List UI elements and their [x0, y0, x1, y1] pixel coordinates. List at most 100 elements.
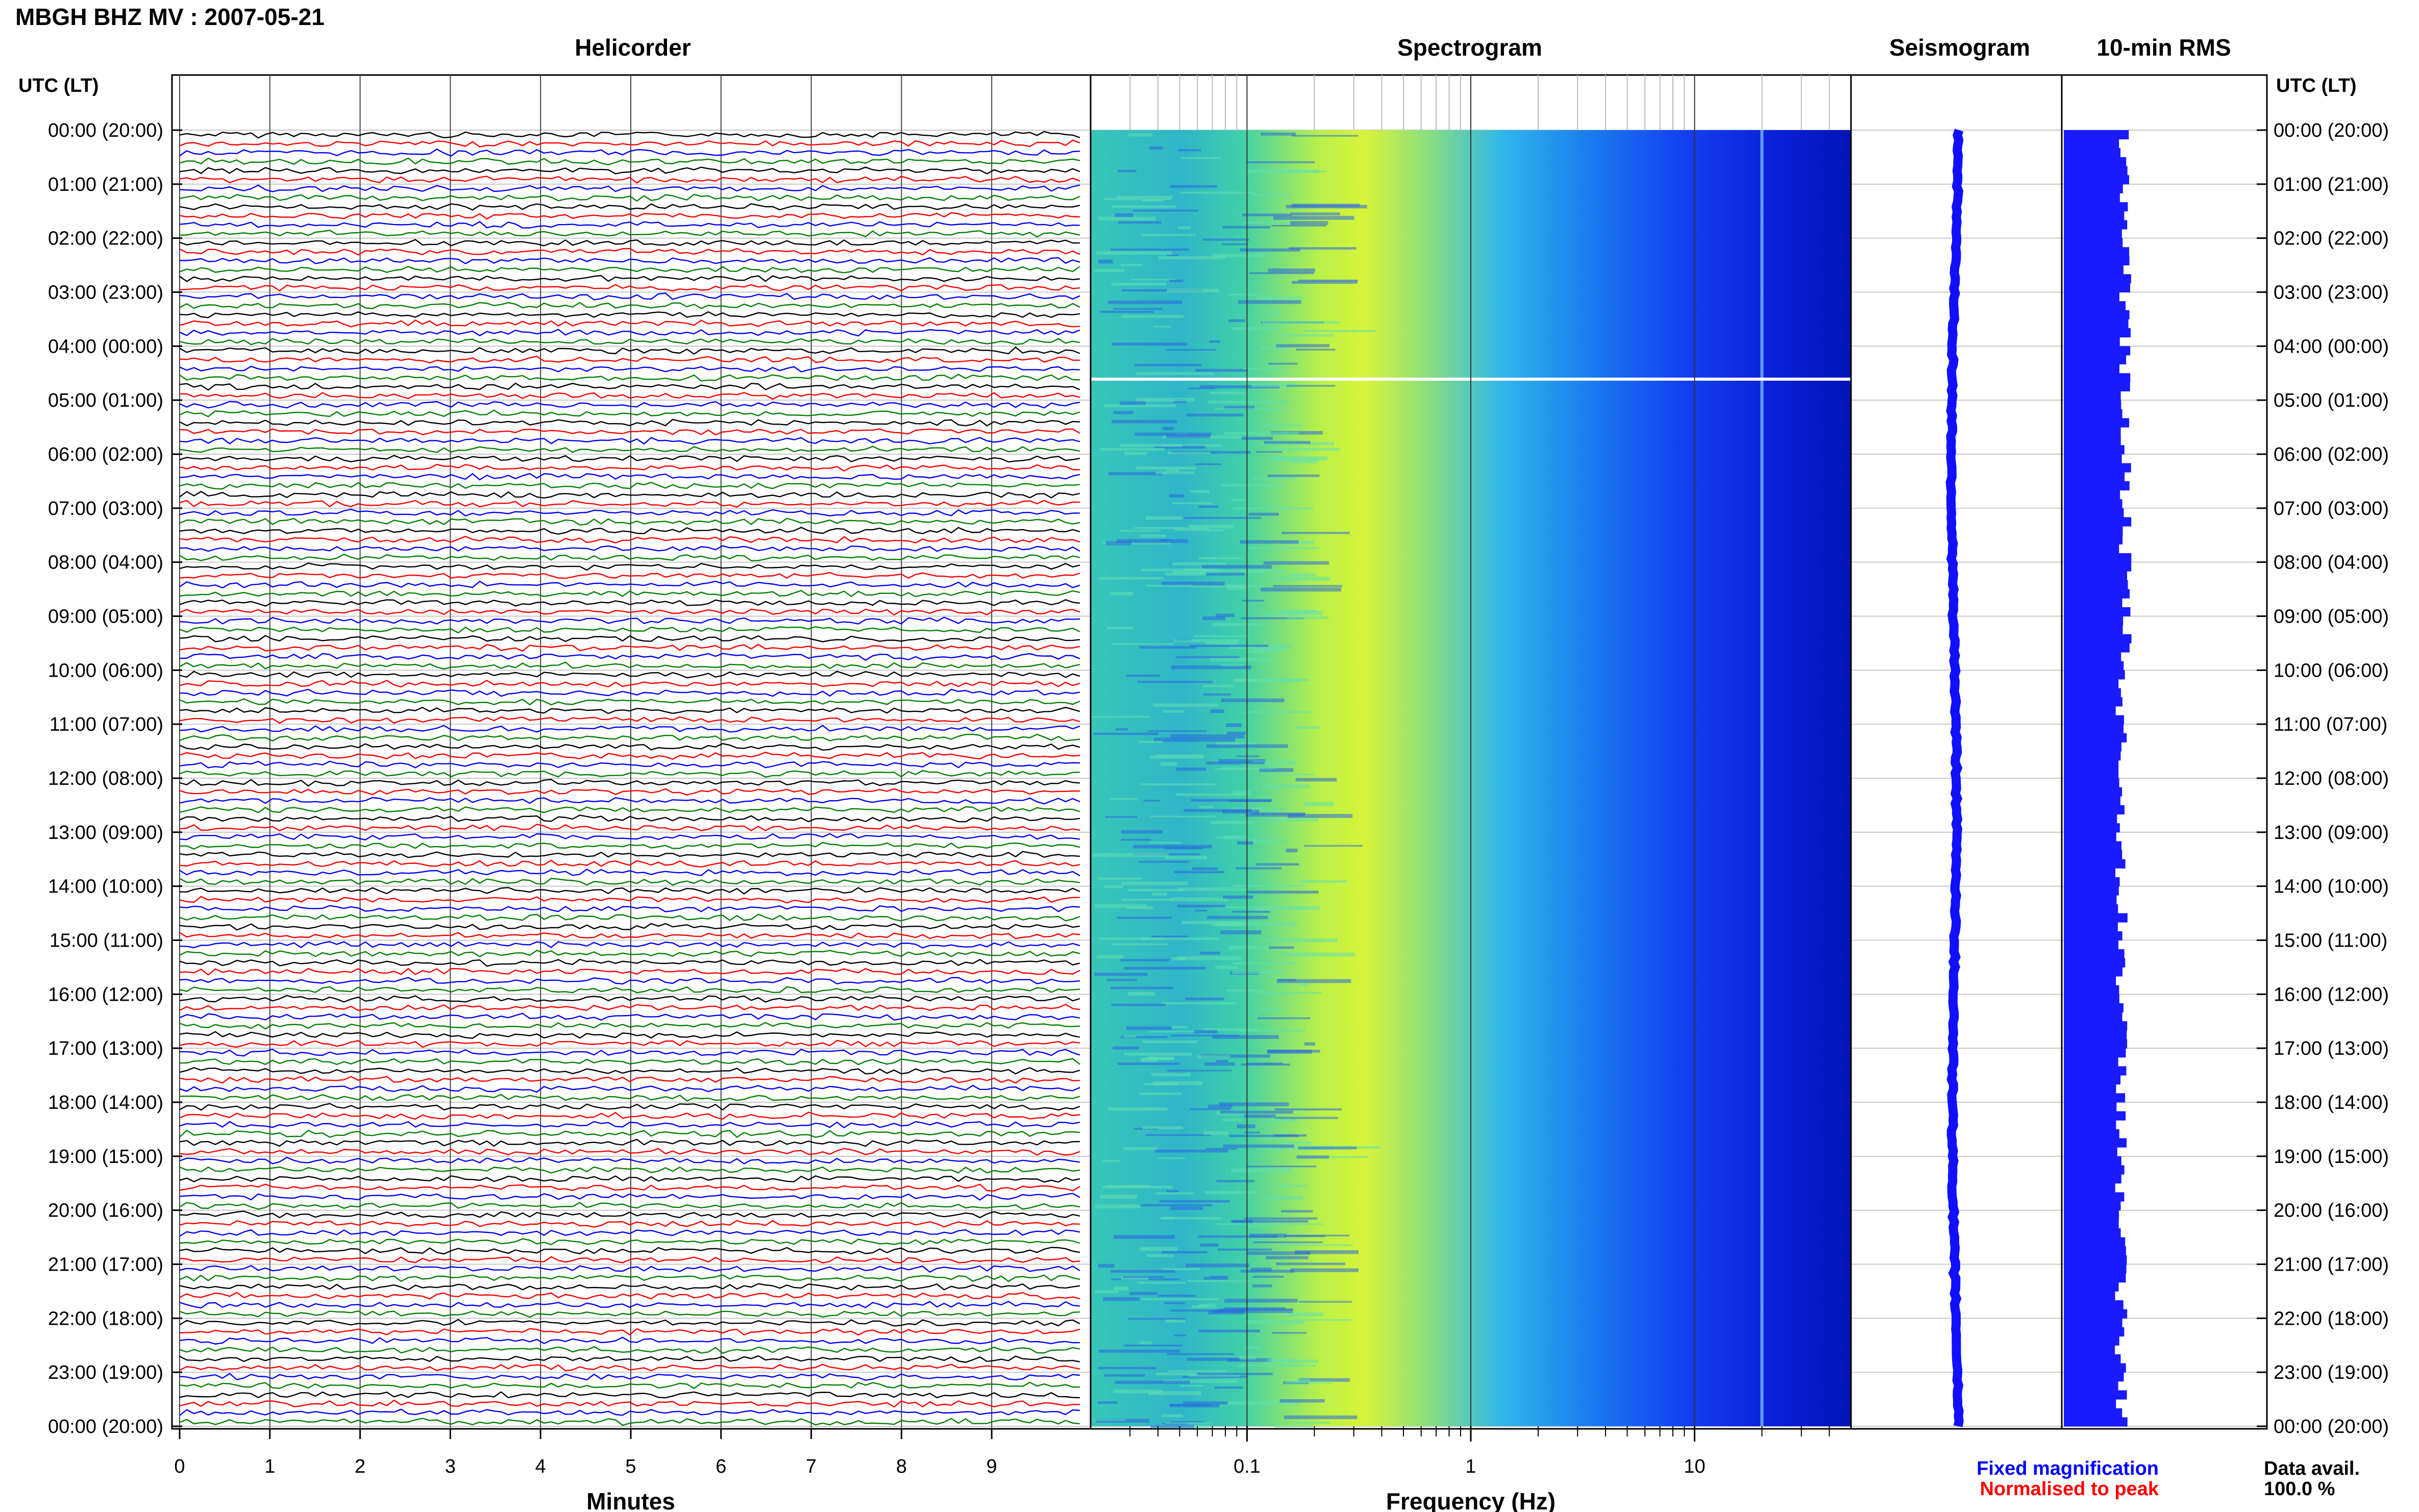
spectrogram-streak — [1188, 1374, 1241, 1377]
frequency-tick-label: 1 — [1465, 1456, 1476, 1477]
utc-tick-label-right: 02:00 (22:00) — [2274, 228, 2389, 250]
spectrogram-streak — [1212, 906, 1256, 908]
helicorder-trace — [179, 1058, 1080, 1065]
spectrogram-streak — [1160, 762, 1177, 766]
rms-bar — [2064, 238, 2123, 247]
rms-bar — [2064, 1309, 2128, 1319]
helicorder-trace — [179, 1067, 1080, 1075]
spectrogram-streak — [1290, 221, 1328, 225]
helicorder-trace — [179, 401, 1080, 409]
spectrogram-streak — [1146, 584, 1192, 587]
helicorder-trace — [179, 743, 1080, 751]
helicorder-trace — [179, 1300, 1080, 1309]
spectrogram-streak — [1199, 385, 1280, 389]
spectrogram-streak — [1251, 383, 1296, 387]
seismogram-title: Seismogram — [1889, 34, 2031, 61]
spectrogram-streak — [1304, 330, 1376, 332]
utc-tick-label-right: 00:00 (20:00) — [2274, 120, 2389, 141]
spectrogram-streak — [1248, 547, 1320, 550]
rms-bar — [2064, 1156, 2121, 1166]
spectrogram-streak — [1275, 1117, 1338, 1119]
spectrogram-streak — [1216, 1180, 1255, 1182]
spectrogram-streak — [1243, 711, 1311, 713]
spectrogram-streak — [1124, 966, 1206, 970]
spectrogram-streak — [1255, 906, 1320, 910]
spectrogram-streak — [1189, 1108, 1231, 1110]
rms-bars — [2064, 130, 2132, 1427]
rms-bar — [2064, 778, 2119, 788]
helicorder-trace — [179, 1193, 1080, 1201]
rms-bar — [2064, 346, 2131, 356]
spectrogram-streak — [1225, 723, 1242, 728]
helicorder-trace — [179, 212, 1080, 220]
spectrogram-streak — [1100, 448, 1165, 451]
helicorder-trace — [179, 437, 1080, 445]
spectrogram-streak — [1172, 562, 1225, 565]
spectrogram-streak — [1152, 703, 1219, 707]
helicorder-trace — [179, 203, 1080, 211]
spectrogram-streak — [1136, 372, 1214, 375]
rms-bar — [2064, 949, 2125, 959]
rms-bar — [2064, 1363, 2126, 1373]
spectrogram-streak — [1154, 1149, 1228, 1153]
spectrogram-streak — [1165, 572, 1205, 576]
spectrogram-streak — [1295, 1379, 1310, 1382]
spectrogram-streak — [1120, 263, 1143, 266]
spectrogram-streak — [1117, 195, 1173, 199]
utc-tick-label-right: 23:00 (19:00) — [2274, 1362, 2389, 1383]
spectrogram-streak — [1165, 349, 1216, 351]
helicorder-trace — [179, 1364, 1080, 1372]
helicorder-trace — [179, 562, 1080, 571]
spectrogram-streak — [1232, 327, 1281, 330]
spectrogram-streak — [1124, 452, 1147, 455]
spectrogram-streak — [1183, 809, 1252, 812]
helicorder-trace — [179, 851, 1080, 858]
helicorder-traces — [179, 131, 1080, 1426]
spectrogram-streak — [1142, 1057, 1174, 1060]
utc-tick-label-right: 07:00 (03:00) — [2274, 498, 2389, 519]
spectrogram-streak — [1121, 830, 1163, 834]
helicorder-trace — [179, 733, 1080, 742]
helicorder-trace — [179, 1247, 1080, 1255]
spectrogram-streak — [1112, 342, 1188, 346]
spectrogram-streak — [1180, 191, 1254, 194]
spectrogram-streak — [1091, 716, 1150, 718]
spectrogram-streak — [1296, 726, 1320, 729]
helicorder-trace — [179, 166, 1080, 175]
spectrogram-streak — [1172, 1026, 1188, 1029]
spectrogram-streak — [1267, 1358, 1295, 1361]
rms-bar — [2064, 184, 2123, 193]
spectrogram-streak — [1142, 937, 1219, 940]
rms-bar — [2064, 742, 2121, 752]
rms-bar — [2064, 328, 2131, 338]
spectrogram-streak — [1147, 730, 1207, 732]
spectrogram-streak — [1241, 437, 1273, 440]
rms-bar — [2064, 598, 2122, 608]
spectrogram-streak — [1216, 742, 1257, 746]
rms-bar — [2064, 652, 2121, 662]
spectrogram-streak — [1260, 768, 1294, 772]
rms-bar — [2064, 994, 2119, 1004]
spectrogram-streak — [1113, 308, 1163, 310]
spectrogram-streak — [1249, 272, 1314, 275]
helicorder-trace — [179, 841, 1080, 850]
helicorder-trace — [179, 1156, 1080, 1164]
spectrogram-streak — [1261, 132, 1296, 136]
rms-bar — [2064, 1102, 2117, 1112]
spectrogram-streak — [1271, 577, 1330, 581]
spectrogram-streak — [1246, 1225, 1267, 1228]
helicorder-trace — [179, 346, 1080, 355]
spectrogram-streak — [1220, 767, 1278, 769]
helicorder-trace — [179, 977, 1080, 985]
spectrogram-streak — [1262, 424, 1302, 427]
spectrogram-streak — [1139, 861, 1189, 863]
spectrogram-streak — [1126, 1026, 1172, 1030]
spectrogram-streak — [1220, 1110, 1293, 1114]
spectrogram-streak — [1244, 1114, 1276, 1118]
spectrogram-streak — [1145, 1134, 1212, 1136]
spectrogram-streak — [1212, 1309, 1293, 1313]
spectrogram-streak — [1246, 839, 1286, 844]
helicorder-trace — [180, 1049, 1080, 1057]
utc-tick-label: 20:00 (16:00) — [48, 1200, 163, 1222]
spectrogram-streak — [1224, 406, 1255, 410]
